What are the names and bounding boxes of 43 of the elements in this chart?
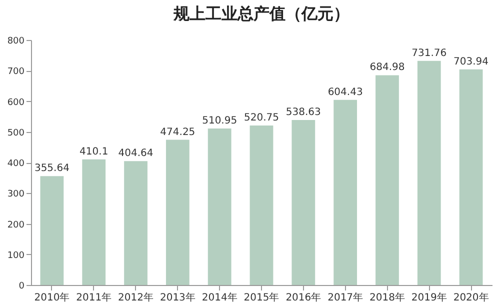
bar <box>334 100 358 285</box>
data-label: 731.76 <box>412 48 447 59</box>
data-label: 510.95 <box>202 116 238 127</box>
x-tick-label: 2010年 <box>34 292 70 304</box>
x-tick-label: 2018年 <box>370 292 405 304</box>
bar <box>292 120 316 285</box>
x-tick-label: 2011年 <box>76 292 112 304</box>
bar <box>250 126 274 285</box>
bar <box>124 161 148 285</box>
y-tick-label: 100 <box>7 250 25 261</box>
x-tick-label: 2014年 <box>202 292 238 304</box>
y-tick-label: 600 <box>7 98 25 108</box>
y-tick-label: 0 <box>18 282 25 292</box>
bar <box>208 128 232 285</box>
bar <box>82 159 106 285</box>
data-label: 684.98 <box>370 62 405 74</box>
data-label: 355.64 <box>34 163 70 174</box>
data-label: 538.63 <box>286 107 321 118</box>
bar <box>417 60 441 285</box>
data-label: 474.25 <box>160 126 196 138</box>
x-tick-label: 2017年 <box>328 292 364 304</box>
y-tick-label: 200 <box>7 220 25 230</box>
y-tick-label: 800 <box>7 36 25 46</box>
x-tick-label: 2016年 <box>286 292 322 304</box>
bar <box>166 140 190 285</box>
y-tick-label: 400 <box>7 159 25 169</box>
x-tick-label: 2013年 <box>160 292 196 304</box>
data-label: 410.1 <box>80 146 108 158</box>
data-label: 404.64 <box>118 148 154 160</box>
x-tick-label: 2012年 <box>118 292 154 304</box>
data-label: 520.75 <box>244 112 279 124</box>
x-tick-label: 2015年 <box>244 292 280 304</box>
y-tick-label: 500 <box>7 128 25 138</box>
bar <box>40 176 64 285</box>
chart-title: 规上工业总产值（亿元） <box>172 4 350 23</box>
y-tick-label: 300 <box>7 190 25 200</box>
data-label: 604.43 <box>328 86 363 98</box>
bar <box>459 69 483 285</box>
x-tick-label: 2020年 <box>453 292 489 304</box>
bar <box>376 75 399 285</box>
data-label: 703.94 <box>454 56 489 68</box>
y-tick-label: 700 <box>7 67 25 78</box>
x-tick-label: 2019年 <box>411 292 447 304</box>
